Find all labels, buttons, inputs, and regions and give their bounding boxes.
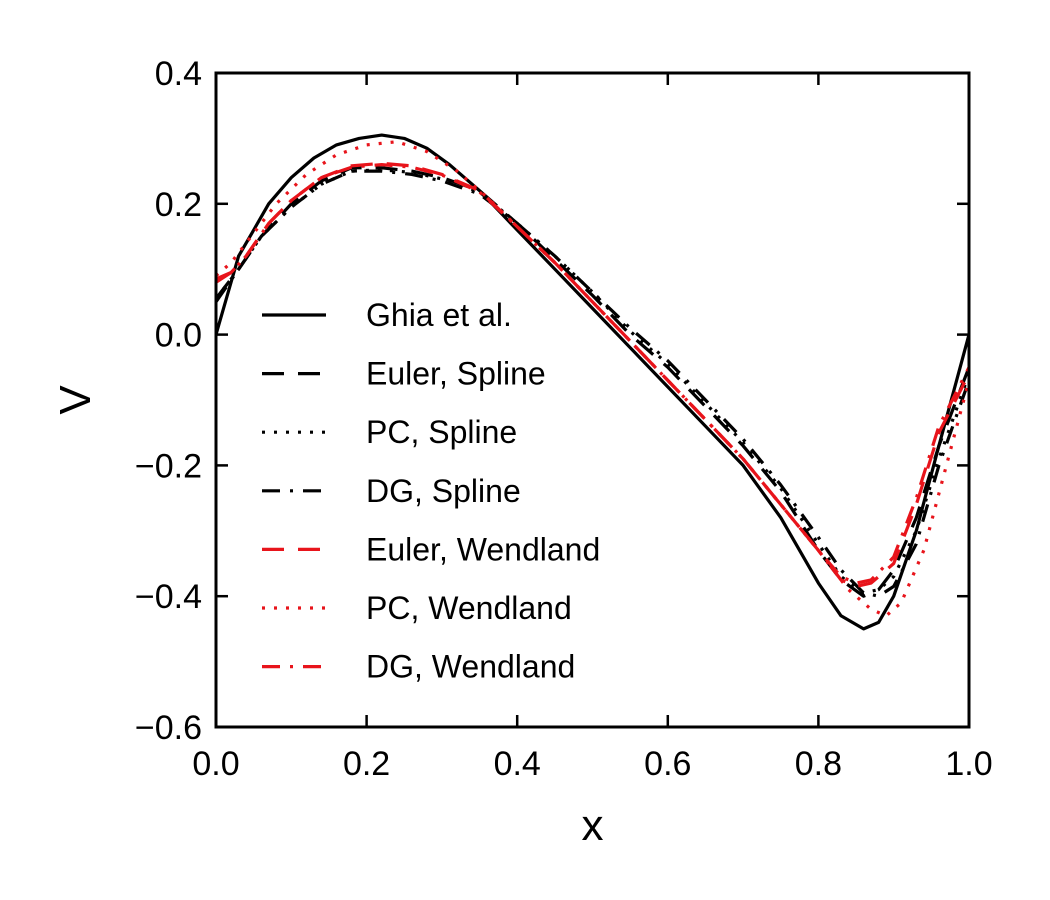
legend-label: Ghia et al.	[366, 297, 512, 333]
x-tick-label: 0.0	[192, 745, 239, 783]
legend-label: DG, Wendland	[366, 649, 575, 685]
x-tick-label: 0.2	[343, 745, 390, 783]
legend-item: DG, Wendland	[262, 649, 575, 685]
x-axis-ticks: 0.0 0.2 0.4 0.6 0.8 1.0	[192, 73, 993, 783]
y-axis-ticks: 0.4 0.2 0.0 −0.2 −0.4 −0.6	[135, 55, 969, 747]
legend-label: PC, Wendland	[366, 590, 572, 626]
legend-item: Euler, Spline	[262, 356, 546, 392]
plot-lines	[214, 133, 971, 631]
y-tick-label: 0.2	[155, 186, 202, 224]
legend-item: Ghia et al.	[262, 297, 512, 333]
series-line-3	[214, 169, 971, 598]
series-line-2	[214, 168, 971, 595]
y-axis-label: V	[51, 385, 100, 415]
legend-label: Euler, Wendland	[366, 531, 600, 567]
x-tick-label: 0.4	[494, 745, 541, 783]
legend: Ghia et al. Euler, Spline PC, Spline DG, Sp…	[262, 297, 600, 685]
series-line-1	[214, 166, 971, 598]
x-tick-label: 0.8	[795, 745, 842, 783]
x-tick-label: 0.6	[644, 745, 691, 783]
plot-frame	[214, 71, 971, 729]
series-line-6	[215, 163, 971, 585]
y-tick-label: 0.0	[155, 317, 202, 355]
series-line-4	[215, 161, 971, 588]
legend-label: DG, Spline	[366, 473, 521, 509]
legend-item: PC, Spline	[262, 414, 517, 450]
legend-label: Euler, Spline	[366, 356, 546, 392]
legend-item: DG, Spline	[262, 473, 521, 509]
series-line-0	[214, 133, 971, 631]
x-axis-label: x	[582, 801, 604, 850]
y-tick-label: −0.6	[135, 709, 202, 747]
y-tick-label: 0.4	[155, 55, 202, 93]
legend-item: Euler, Wendland	[262, 531, 600, 567]
legend-label: PC, Spline	[366, 414, 517, 450]
legend-item: PC, Wendland	[262, 590, 572, 626]
y-tick-label: −0.2	[135, 447, 202, 485]
x-tick-label: 1.0	[945, 745, 992, 783]
y-tick-label: −0.4	[135, 578, 202, 616]
